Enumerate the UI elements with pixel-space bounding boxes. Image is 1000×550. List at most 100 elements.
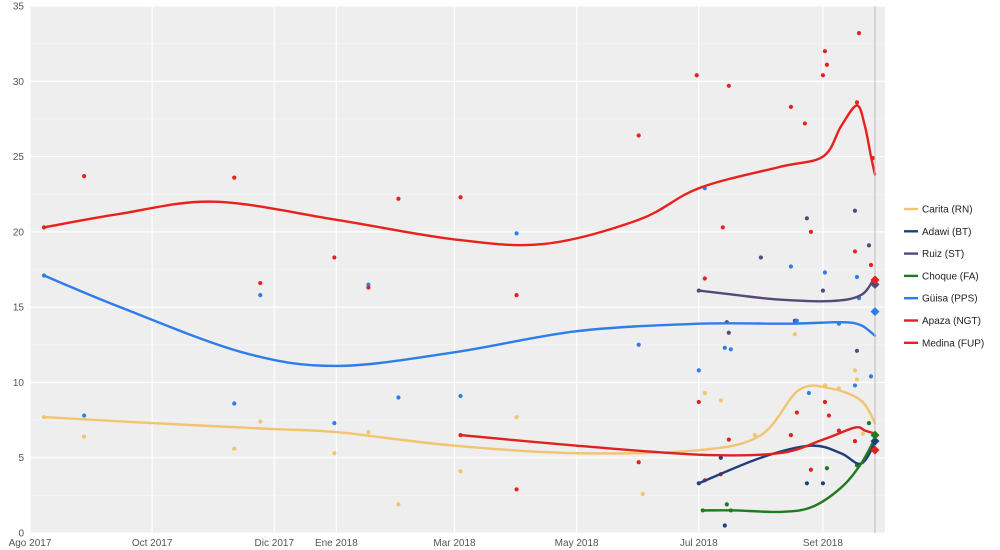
poll-point-ruiz-st <box>758 255 763 260</box>
legend-label-g-isa-pps: Güisa (PPS) <box>922 294 978 305</box>
y-tick-label: 15 <box>13 303 25 314</box>
poll-point-medina-fup <box>720 225 725 230</box>
final-marker-ruiz-st <box>870 280 880 290</box>
trend-line-choque-fa <box>701 436 877 514</box>
poll-point-g-isa-pps <box>868 374 874 379</box>
poll-point-g-isa-pps <box>81 413 87 418</box>
poll-point-medina-fup <box>232 175 237 180</box>
poll-point-apaza-ngt <box>794 410 799 415</box>
poll-point-g-isa-pps <box>728 347 733 352</box>
legend-label-medina-fup: Medina (FUP) <box>922 338 984 349</box>
poll-point-g-isa-pps <box>722 345 727 350</box>
poll-point-carita-rn <box>232 446 237 451</box>
poll-point-apaza-ngt <box>808 467 814 472</box>
poll-point-carita-rn <box>458 469 463 474</box>
final-marker-adawi-bt <box>870 436 880 446</box>
x-tick-label: Ene 2018 <box>315 538 358 549</box>
poll-point-carita-rn <box>860 431 866 436</box>
poll-point-g-isa-pps <box>396 395 401 400</box>
poll-point-g-isa-pps <box>696 368 701 373</box>
y-tick-label: 20 <box>13 227 25 238</box>
y-tick-label: 10 <box>13 378 25 389</box>
final-marker-apaza-ngt <box>870 445 880 455</box>
poll-point-ruiz-st <box>820 288 826 293</box>
poll-point-apaza-ngt <box>636 460 641 465</box>
poll-point-medina-fup <box>332 255 337 260</box>
poll-point-medina-fup <box>856 31 862 36</box>
poll-point-carita-rn <box>396 502 401 507</box>
legend-label-ruiz-st: Ruiz (ST) <box>922 249 964 260</box>
final-marker-g-isa-pps <box>870 307 880 317</box>
x-axis-ticks: Ago 2017 Oct 2017 Dic 2017 Ene 2018 Mar 2018… <box>9 538 844 549</box>
poll-point-medina-fup <box>258 280 263 286</box>
poll-point-medina-fup <box>808 229 814 234</box>
poll-point-medina-fup <box>636 133 641 138</box>
x-tick-label: Mar 2018 <box>433 538 476 549</box>
poll-point-medina-fup <box>852 249 858 254</box>
poll-point-g-isa-pps <box>636 342 641 347</box>
poll-point-g-isa-pps <box>854 274 860 280</box>
y-tick-label: 35 <box>13 2 25 13</box>
poll-point-carita-rn <box>854 377 860 382</box>
poll-point-ruiz-st <box>852 208 858 213</box>
trend-line-g-isa-pps <box>42 274 877 368</box>
poll-point-medina-fup <box>788 104 793 109</box>
poll-point-medina-fup <box>81 174 87 179</box>
poll-point-medina-fup <box>694 73 699 78</box>
poll-point-apaza-ngt <box>826 413 832 418</box>
y-axis-ticks: 0 5 10 15 20 25 30 35 <box>13 2 25 540</box>
poll-point-adawi-bt <box>718 455 723 460</box>
poll-point-apaza-ngt <box>788 433 793 438</box>
poll-point-medina-fup <box>822 49 828 54</box>
poll-point-g-isa-pps <box>514 231 519 236</box>
poll-point-carita-rn <box>81 434 87 439</box>
poll-point-medina-fup <box>820 73 826 78</box>
poll-point-medina-fup <box>854 100 860 105</box>
poll-point-apaza-ngt <box>836 428 842 433</box>
poll-point-carita-rn <box>792 332 797 337</box>
poll-point-medina-fup <box>396 196 401 201</box>
poll-point-medina-fup <box>514 292 519 298</box>
poll-point-ruiz-st <box>854 348 860 353</box>
poll-point-medina-fup <box>824 62 830 67</box>
poll-point-carita-rn <box>852 368 858 373</box>
poll-point-medina-fup <box>802 121 808 126</box>
poll-point-ruiz-st <box>726 330 731 335</box>
poll-point-choque-fa <box>724 502 729 507</box>
poll-point-adawi-bt <box>722 523 727 528</box>
legend-label-apaza-ngt: Apaza (NGT) <box>922 316 981 327</box>
trend-line-medina-fup <box>42 104 877 247</box>
poll-point-medina-fup <box>868 262 874 268</box>
poll-point-choque-fa <box>866 420 872 426</box>
poll-point-carita-rn <box>752 433 757 438</box>
poll-point-apaza-ngt <box>514 487 519 492</box>
poll-point-adawi-bt <box>820 481 826 486</box>
poll-point-apaza-ngt <box>726 437 731 442</box>
poll-point-carita-rn <box>640 491 645 496</box>
poll-point-g-isa-pps <box>366 282 371 287</box>
trend-line-apaza-ngt <box>459 426 877 457</box>
x-tick-label: Dic 2017 <box>255 538 295 549</box>
poll-point-medina-fup <box>702 276 707 281</box>
poll-point-g-isa-pps <box>794 318 799 323</box>
poll-point-choque-fa <box>824 466 830 471</box>
poll-point-apaza-ngt <box>822 399 828 405</box>
poll-point-carita-rn <box>702 390 707 396</box>
x-tick-label: Jul 2018 <box>680 538 718 549</box>
trend-line-carita-rn <box>42 384 877 455</box>
poll-point-g-isa-pps <box>458 393 463 399</box>
y-tick-label: 5 <box>18 453 24 464</box>
poll-point-carita-rn <box>258 419 263 424</box>
legend-label-carita-rn: Carita (RN) <box>922 205 973 216</box>
final-marker-medina-fup <box>870 275 880 285</box>
poll-point-apaza-ngt <box>852 439 858 444</box>
y-tick-label: 30 <box>13 77 25 88</box>
x-tick-label: May 2018 <box>555 538 599 549</box>
legend-label-choque-fa: Choque (FA) <box>922 271 979 282</box>
poll-point-ruiz-st <box>804 216 810 221</box>
final-marker-choque-fa <box>870 430 880 440</box>
poll-point-g-isa-pps <box>232 401 237 406</box>
trend-line-ruiz-st <box>697 275 877 303</box>
poll-point-g-isa-pps <box>332 420 337 426</box>
